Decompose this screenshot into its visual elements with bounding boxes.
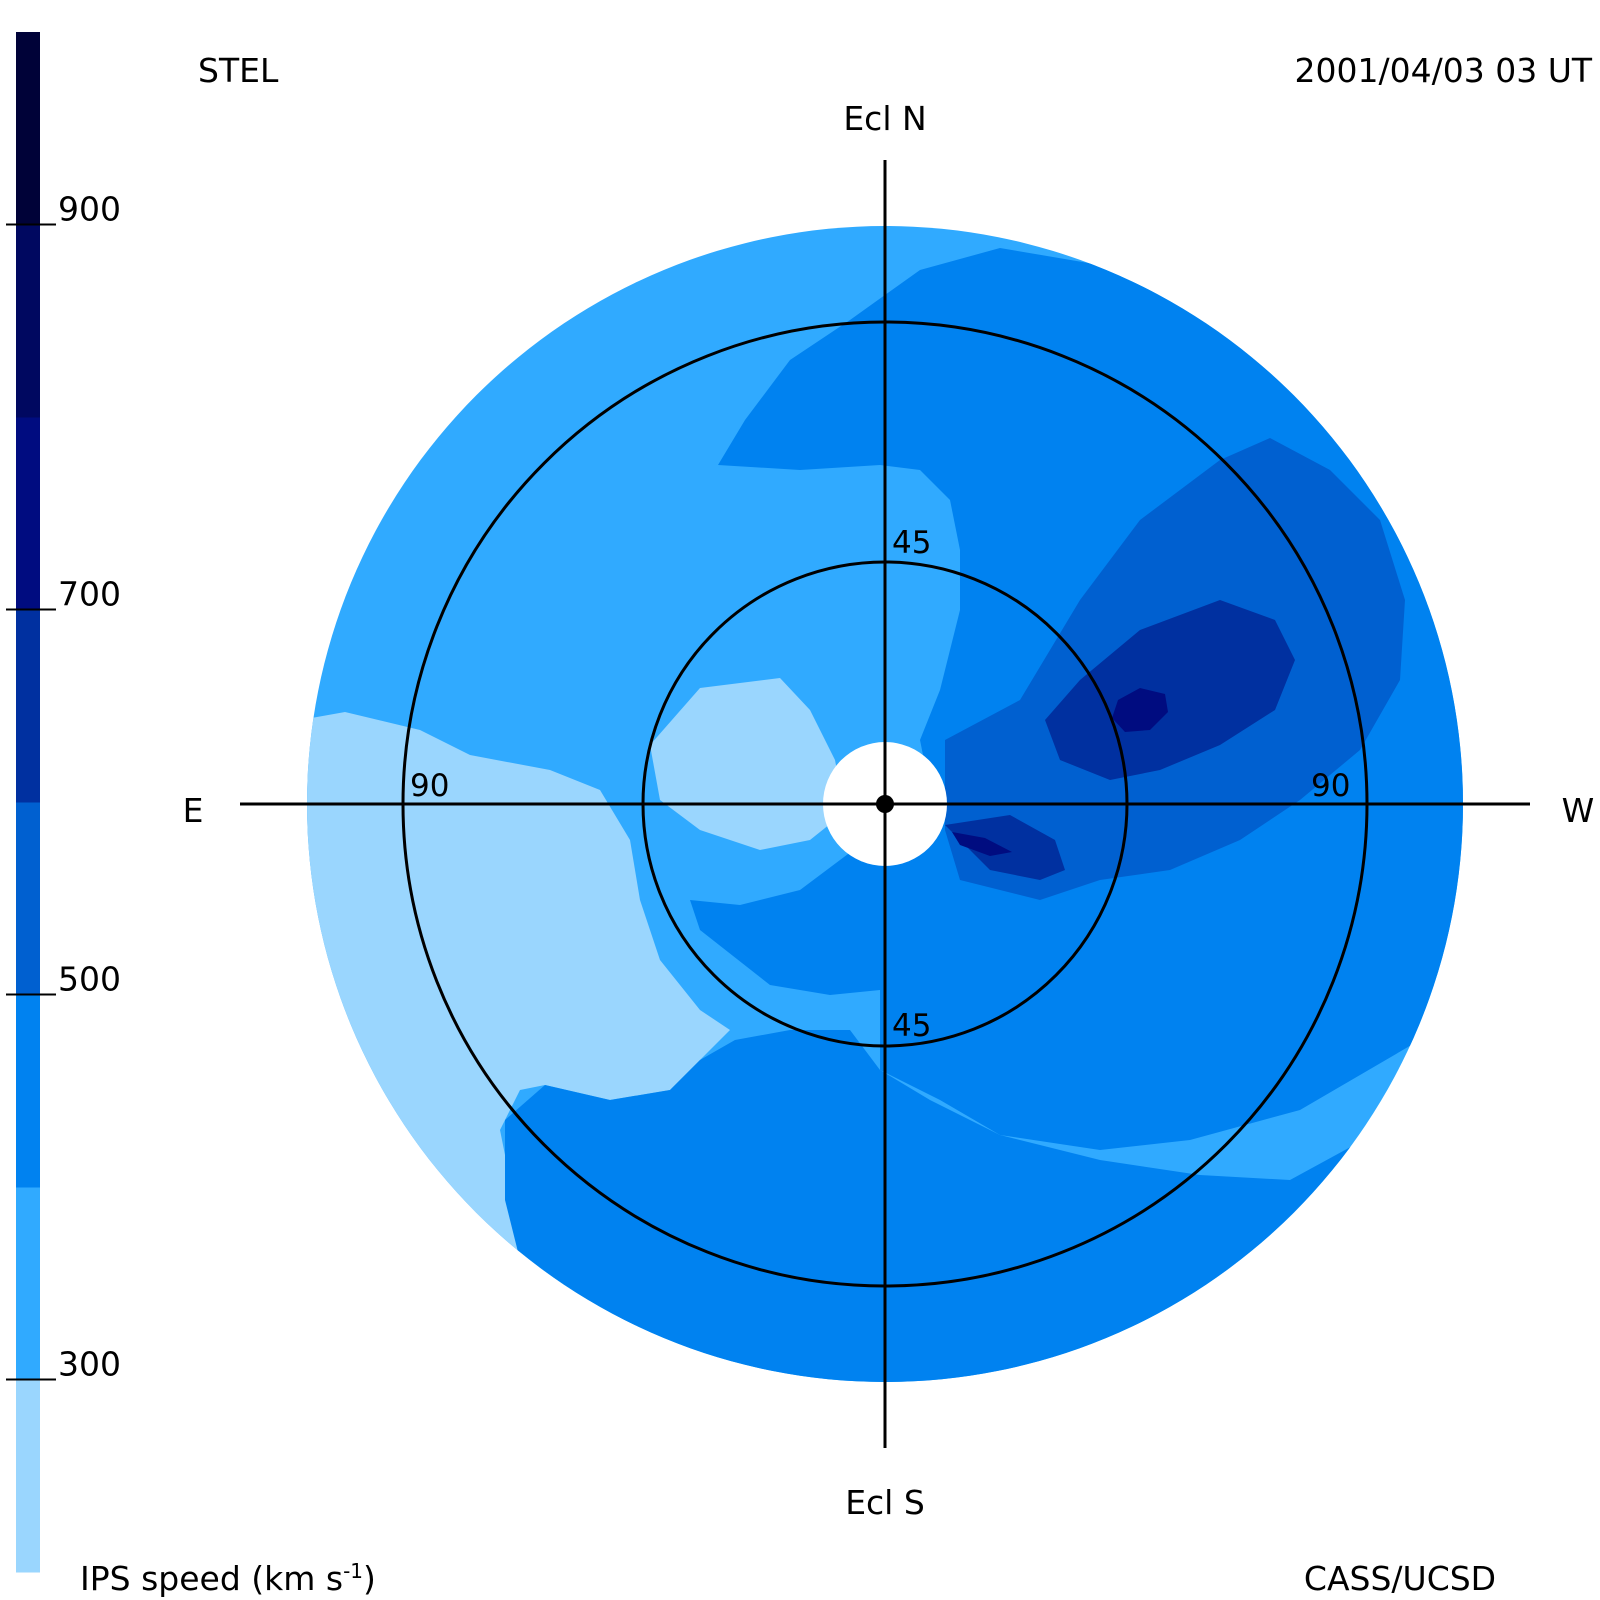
colorbar-segment-900-1000	[16, 32, 40, 225]
contour-peak-west	[1112, 688, 1168, 732]
colorbar-tick-label: 700	[58, 575, 121, 614]
colorbar-quantity-text: IPS speed (km s	[80, 1559, 343, 1598]
contour-high-west	[1045, 600, 1295, 780]
south-label: Ecl S	[845, 1483, 925, 1522]
contour-slow-center	[650, 678, 845, 850]
colorbar-segment-800-900	[16, 224, 40, 418]
colorbar-unit-exponent: -1	[343, 1559, 363, 1583]
colorbar-segment-300-400	[16, 1187, 40, 1380]
colorbar-segments	[16, 32, 40, 1573]
datetime-label: 2001/04/03 03 UT	[1295, 51, 1593, 90]
colorbar-segment-600-700	[16, 609, 40, 803]
sky-map	[240, 160, 1530, 1448]
north-label: Ecl N	[843, 99, 926, 138]
instrument-label: STEL	[198, 51, 279, 90]
colorbar-tick-label: 900	[58, 190, 121, 229]
east-label: E	[183, 791, 204, 830]
colorbar: 900 700 500 300	[6, 32, 121, 1573]
colorbar-segment-500-600	[16, 802, 40, 995]
ring-label-90-right: 90	[1311, 768, 1350, 804]
ring-label-45-top: 45	[892, 525, 931, 561]
west-label: W	[1562, 791, 1595, 830]
contour-peak-center	[952, 832, 1012, 856]
ring-label-45-bottom: 45	[892, 1008, 931, 1044]
colorbar-tick-label: 500	[58, 960, 121, 999]
ring-label-90-left: 90	[410, 768, 449, 804]
colorbar-ticks: 900 700 500 300	[6, 190, 121, 1384]
colorbar-quantity-label: IPS speed (km s-1)	[80, 1559, 376, 1598]
contour-high-center	[945, 815, 1065, 880]
colorbar-quantity-close: )	[363, 1559, 376, 1598]
colorbar-segment-400-500	[16, 994, 40, 1188]
colorbar-segment-700-800	[16, 417, 40, 610]
credit-label: CASS/UCSD	[1304, 1559, 1496, 1598]
colorbar-tick-label: 300	[58, 1345, 121, 1384]
colorbar-segment-200-300	[16, 1379, 40, 1573]
